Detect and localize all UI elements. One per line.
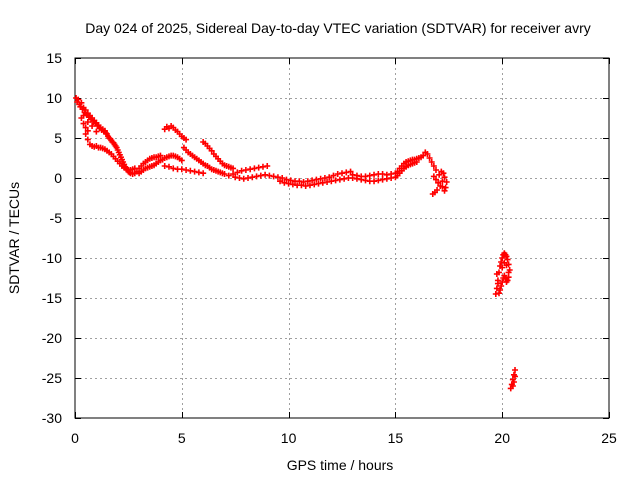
data-point bbox=[89, 123, 96, 129]
data-point bbox=[183, 136, 190, 143]
x-tick-label: 15 bbox=[388, 430, 404, 446]
data-point bbox=[178, 157, 185, 164]
data-point bbox=[230, 171, 237, 177]
data-point bbox=[432, 176, 439, 183]
plot-frame bbox=[74, 57, 610, 419]
y-tick-label: -20 bbox=[42, 330, 62, 346]
data-point bbox=[429, 191, 436, 197]
data-point bbox=[430, 163, 437, 169]
y-tick-label: 5 bbox=[54, 130, 62, 146]
x-tick-labels: 0 5 10 15 20 25 bbox=[71, 430, 617, 446]
data-point bbox=[165, 163, 172, 170]
data-point bbox=[279, 175, 286, 181]
data-point bbox=[78, 99, 85, 106]
data-point bbox=[443, 179, 450, 185]
x-axis-label: GPS time / hours bbox=[287, 457, 394, 473]
y-tick-label: -5 bbox=[50, 210, 63, 226]
y-axis-label: SDTVAR / TECUs bbox=[6, 182, 22, 294]
y-tick-labels: 15 10 5 0 -5 -10 -15 -20 -25 -30 bbox=[42, 50, 62, 426]
data-point bbox=[80, 120, 87, 127]
data-point bbox=[509, 383, 516, 389]
data-point bbox=[494, 280, 501, 287]
data-point bbox=[84, 119, 91, 125]
data-point bbox=[221, 171, 228, 177]
x-tick-label: 10 bbox=[281, 430, 297, 446]
data-point bbox=[230, 165, 237, 172]
data-point bbox=[82, 107, 89, 113]
data-point bbox=[493, 271, 500, 277]
y-tick-label: -10 bbox=[42, 250, 62, 266]
data-point bbox=[84, 136, 91, 143]
data-point bbox=[505, 269, 512, 276]
data-point bbox=[493, 285, 500, 292]
y-tick-label: -25 bbox=[42, 370, 62, 386]
y-tick-label: 15 bbox=[46, 50, 62, 66]
data-point bbox=[510, 379, 517, 385]
data-point bbox=[440, 170, 447, 177]
data-point bbox=[347, 168, 354, 175]
data-point bbox=[499, 279, 506, 285]
data-point bbox=[498, 283, 505, 289]
data-point bbox=[264, 163, 271, 169]
data-point bbox=[441, 174, 448, 181]
x-tick-label: 5 bbox=[178, 430, 186, 446]
data-point bbox=[330, 172, 337, 179]
x-tick-label: 20 bbox=[494, 430, 510, 446]
data-point bbox=[503, 262, 510, 269]
data-point bbox=[200, 170, 207, 177]
y-tick-label: 0 bbox=[54, 170, 62, 186]
data-point bbox=[430, 173, 437, 180]
data-point bbox=[84, 127, 91, 134]
data-point bbox=[441, 187, 448, 194]
data-point bbox=[80, 112, 87, 119]
y-tick-label: -30 bbox=[42, 410, 62, 426]
data-point bbox=[439, 183, 446, 190]
data-point bbox=[503, 253, 510, 260]
data-point bbox=[504, 256, 511, 263]
data-point bbox=[413, 159, 420, 165]
data-point bbox=[82, 124, 89, 131]
data-point bbox=[277, 178, 284, 185]
data-point bbox=[495, 290, 502, 297]
y-tick-label: 10 bbox=[46, 90, 62, 106]
data-point bbox=[234, 169, 241, 176]
data-point bbox=[428, 159, 435, 165]
x-tick-label: 0 bbox=[71, 430, 79, 446]
data-point bbox=[75, 96, 82, 103]
data-point bbox=[420, 152, 427, 159]
data-point bbox=[432, 167, 439, 173]
data-points bbox=[73, 95, 519, 392]
data-point bbox=[93, 128, 100, 135]
y-tick-label: -15 bbox=[42, 290, 62, 306]
data-point bbox=[326, 174, 333, 181]
data-point bbox=[161, 126, 168, 133]
data-point bbox=[499, 255, 506, 261]
data-point bbox=[512, 373, 519, 380]
data-point bbox=[500, 275, 507, 281]
data-point bbox=[426, 155, 433, 161]
data-point bbox=[424, 151, 431, 157]
data-point bbox=[436, 171, 443, 178]
data-point bbox=[82, 131, 89, 137]
data-point bbox=[512, 367, 519, 373]
data-point bbox=[435, 179, 442, 186]
chart-title: Day 024 of 2025, Sidereal Day-to-day VTE… bbox=[85, 20, 591, 36]
data-point bbox=[497, 287, 504, 293]
data-point bbox=[208, 147, 215, 154]
data-point bbox=[225, 172, 232, 179]
x-tick-label: 25 bbox=[601, 430, 617, 446]
data-point bbox=[499, 264, 506, 271]
